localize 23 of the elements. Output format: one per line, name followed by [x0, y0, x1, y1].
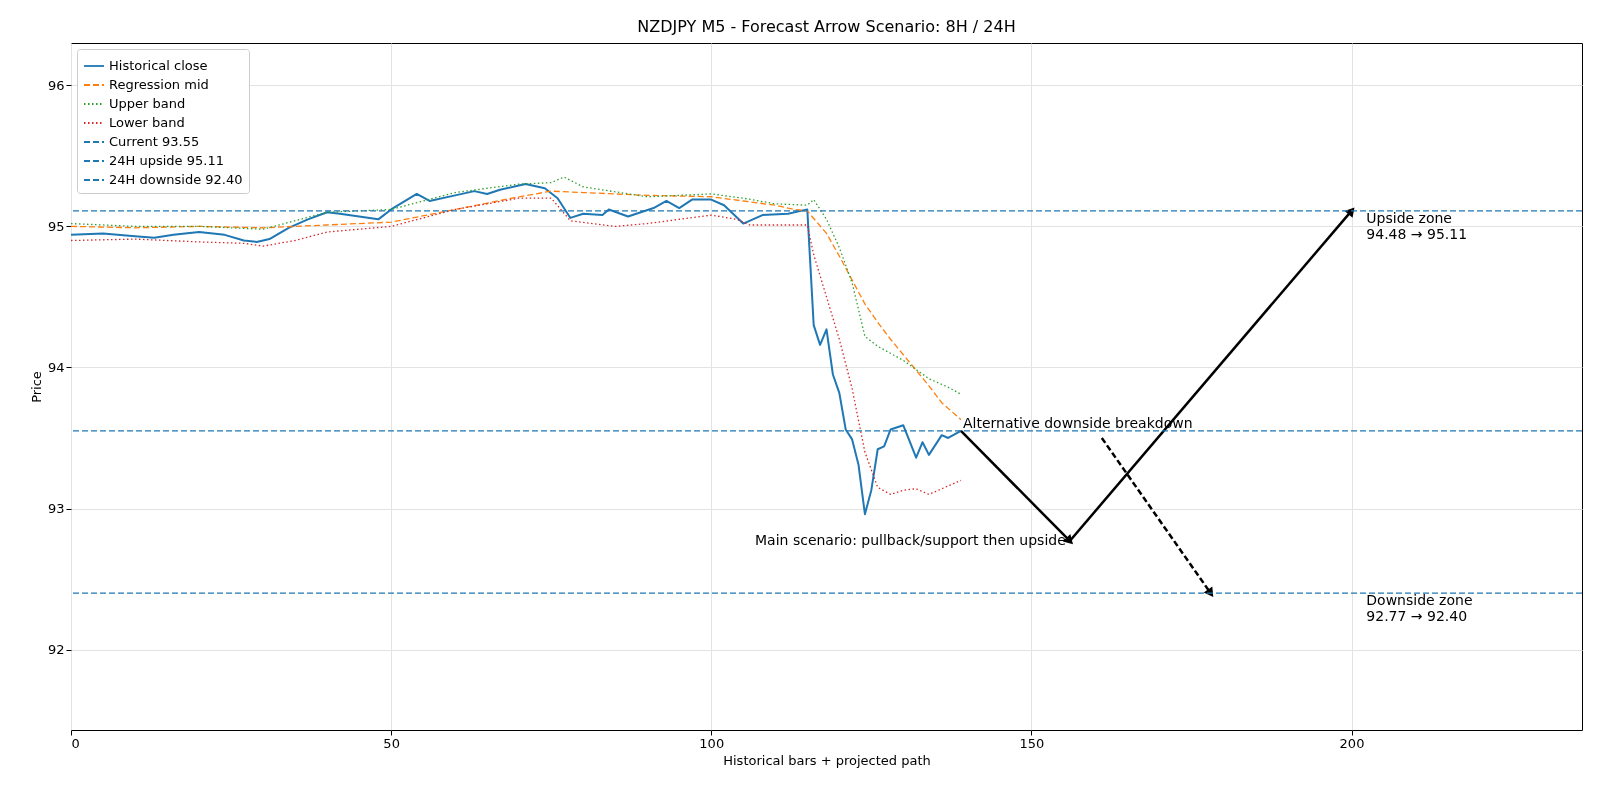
- x-axis-title: Historical bars + projected path: [723, 752, 931, 768]
- y-axis-title: Price: [28, 371, 44, 403]
- y-tick-label: 96: [47, 77, 65, 93]
- annotation: Main scenario: pullback/support then upside: [755, 531, 1066, 548]
- annotation: Upside zone 94.48 → 95.11: [1366, 209, 1468, 242]
- legend-label: 24H upside 95.11: [109, 153, 224, 168]
- x-tick-label: 0: [71, 735, 80, 751]
- legend-label: Historical close: [109, 58, 208, 73]
- legend-label: Current 93.55: [109, 134, 200, 149]
- y-tick-label: 94: [47, 359, 65, 375]
- legend-label: Regression mid: [109, 77, 209, 92]
- x-tick-label: 100: [699, 735, 725, 751]
- y-tick-label: 92: [47, 642, 65, 658]
- y-tick-label: 93: [47, 501, 65, 517]
- x-tick-label: 50: [383, 735, 400, 751]
- legend-label: 24H downside 92.40: [109, 172, 243, 187]
- y-tick-label: 95: [47, 218, 65, 234]
- legend-label: Upper band: [109, 96, 186, 111]
- legend-label: Lower band: [109, 115, 185, 130]
- annotation: Downside zone 92.77 → 92.40: [1366, 592, 1473, 625]
- chart-title: NZDJPY M5 - Forecast Arrow Scenario: 8H / 24H: [637, 17, 1016, 36]
- x-tick-label: 200: [1339, 735, 1365, 751]
- x-tick-label: 150: [1019, 735, 1045, 751]
